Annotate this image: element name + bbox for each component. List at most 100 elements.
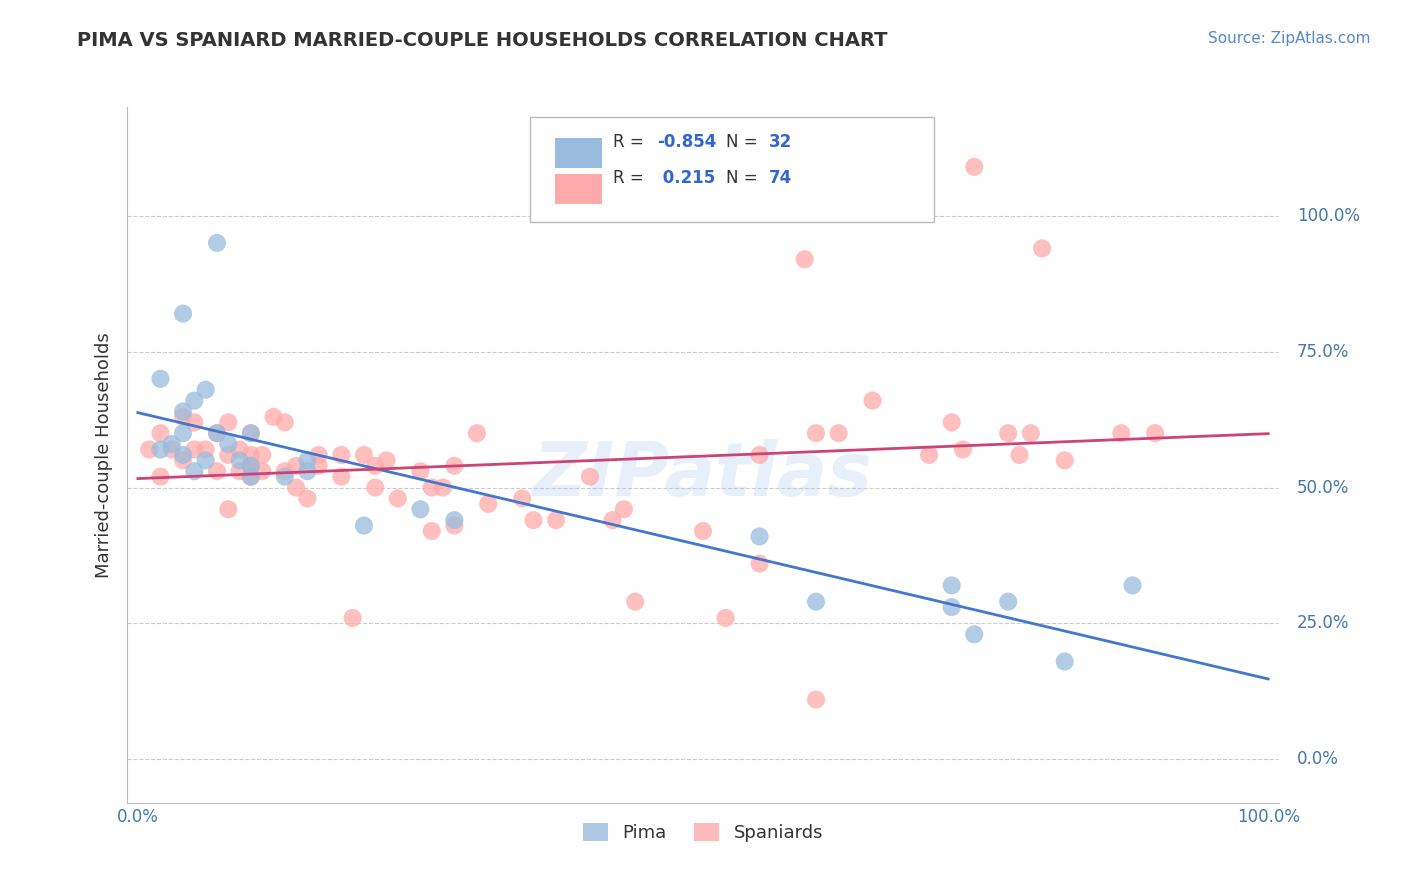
Point bbox=[205, 426, 228, 441]
Point bbox=[477, 497, 499, 511]
Point bbox=[239, 426, 262, 441]
Point bbox=[941, 578, 963, 592]
Point bbox=[217, 415, 239, 429]
Point bbox=[183, 415, 205, 429]
Point bbox=[793, 252, 815, 267]
Point bbox=[239, 458, 262, 473]
Point bbox=[409, 464, 432, 478]
Legend: Pima, Spaniards: Pima, Spaniards bbox=[575, 815, 831, 849]
Point bbox=[997, 426, 1019, 441]
Point bbox=[443, 518, 465, 533]
Point bbox=[804, 426, 827, 441]
Point bbox=[465, 426, 488, 441]
Point bbox=[239, 469, 262, 483]
Point bbox=[624, 595, 647, 609]
Point bbox=[941, 415, 963, 429]
Point bbox=[364, 481, 387, 495]
Point bbox=[330, 469, 353, 483]
Point bbox=[274, 469, 297, 483]
Point bbox=[804, 692, 827, 706]
Point bbox=[149, 469, 172, 483]
Text: 0.215: 0.215 bbox=[657, 169, 716, 187]
Point bbox=[183, 464, 205, 478]
Point bbox=[1109, 426, 1132, 441]
Point bbox=[952, 442, 974, 457]
Point bbox=[1019, 426, 1042, 441]
Point bbox=[250, 464, 273, 478]
Point bbox=[432, 481, 454, 495]
Text: R =: R = bbox=[613, 169, 650, 187]
Point bbox=[387, 491, 409, 506]
Point bbox=[217, 502, 239, 516]
Point bbox=[613, 502, 636, 516]
Text: 74: 74 bbox=[769, 169, 792, 187]
Point bbox=[308, 458, 330, 473]
Point bbox=[308, 448, 330, 462]
Text: 0.0%: 0.0% bbox=[1296, 750, 1339, 768]
Text: -0.854: -0.854 bbox=[657, 133, 716, 151]
Point bbox=[1144, 426, 1167, 441]
Point bbox=[228, 464, 250, 478]
Point bbox=[239, 458, 262, 473]
Point bbox=[205, 464, 228, 478]
Text: N =: N = bbox=[725, 133, 763, 151]
Point bbox=[297, 464, 319, 478]
Point bbox=[172, 404, 194, 418]
Point bbox=[183, 393, 205, 408]
Text: PIMA VS SPANIARD MARRIED-COUPLE HOUSEHOLDS CORRELATION CHART: PIMA VS SPANIARD MARRIED-COUPLE HOUSEHOL… bbox=[77, 31, 887, 50]
Point bbox=[963, 160, 986, 174]
Point bbox=[544, 513, 567, 527]
Point bbox=[748, 448, 770, 462]
Point bbox=[1031, 241, 1053, 255]
Point bbox=[194, 442, 217, 457]
Point bbox=[149, 372, 172, 386]
Point bbox=[353, 448, 375, 462]
Point bbox=[172, 409, 194, 424]
Point bbox=[217, 448, 239, 462]
Point bbox=[172, 426, 194, 441]
Point bbox=[748, 529, 770, 543]
Point bbox=[443, 513, 465, 527]
Point bbox=[274, 464, 297, 478]
Text: 75.0%: 75.0% bbox=[1296, 343, 1350, 360]
Point bbox=[522, 513, 544, 527]
Point bbox=[297, 453, 319, 467]
Point bbox=[228, 442, 250, 457]
Point bbox=[1121, 578, 1143, 592]
Point bbox=[138, 442, 160, 457]
Point bbox=[217, 437, 239, 451]
Point bbox=[862, 393, 884, 408]
Point bbox=[160, 442, 183, 457]
Point bbox=[194, 383, 217, 397]
Point bbox=[239, 448, 262, 462]
Text: R =: R = bbox=[613, 133, 650, 151]
Point bbox=[228, 453, 250, 467]
Point bbox=[330, 448, 353, 462]
Point bbox=[804, 595, 827, 609]
Point bbox=[692, 524, 714, 538]
Point bbox=[997, 595, 1019, 609]
Text: 100.0%: 100.0% bbox=[1296, 207, 1360, 225]
Text: Source: ZipAtlas.com: Source: ZipAtlas.com bbox=[1208, 31, 1371, 46]
Point bbox=[1053, 453, 1076, 467]
Point bbox=[420, 481, 443, 495]
Point bbox=[285, 481, 308, 495]
Y-axis label: Married-couple Households: Married-couple Households bbox=[94, 332, 112, 578]
Point bbox=[342, 611, 364, 625]
Point bbox=[353, 518, 375, 533]
FancyBboxPatch shape bbox=[530, 118, 934, 222]
Text: ZIPatlas: ZIPatlas bbox=[533, 439, 873, 512]
Point bbox=[160, 437, 183, 451]
Point bbox=[250, 448, 273, 462]
Point bbox=[172, 307, 194, 321]
Point bbox=[149, 442, 172, 457]
Point bbox=[941, 600, 963, 615]
Point bbox=[602, 513, 624, 527]
Point bbox=[443, 458, 465, 473]
Point bbox=[194, 453, 217, 467]
Point bbox=[420, 524, 443, 538]
Point bbox=[183, 442, 205, 457]
Point bbox=[918, 448, 941, 462]
Point bbox=[263, 409, 285, 424]
Point bbox=[239, 426, 262, 441]
